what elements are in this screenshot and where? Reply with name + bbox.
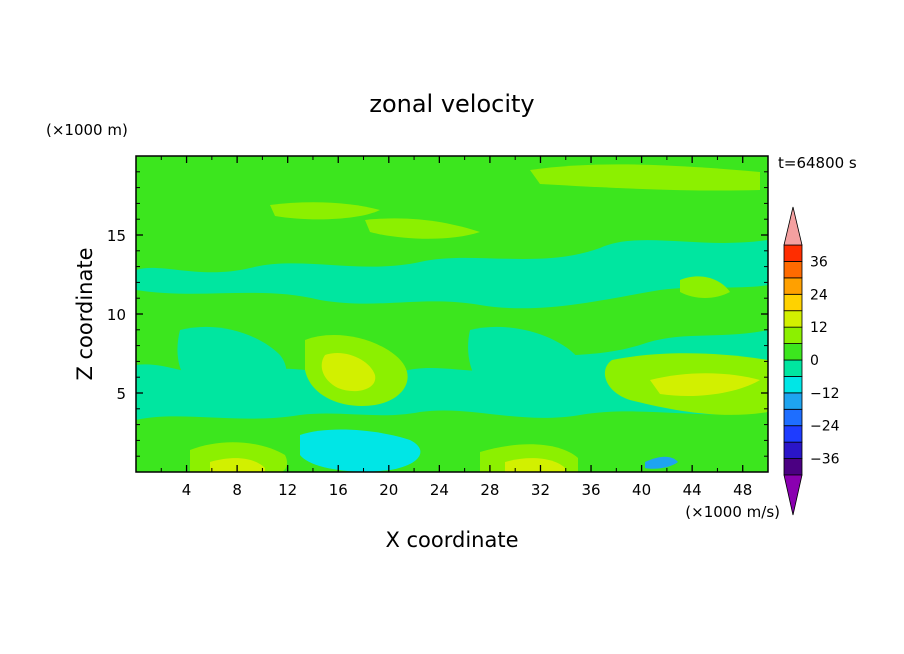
colorbar-swatch bbox=[783, 310, 803, 328]
x-tick-label: 36 bbox=[581, 481, 600, 499]
colorbar-tick-label: −24 bbox=[810, 419, 840, 435]
colorbar-swatch bbox=[783, 425, 803, 443]
time-label: t=64800 s bbox=[778, 154, 857, 172]
colorbar-swatch bbox=[783, 293, 803, 312]
colorbar-swatch bbox=[783, 326, 803, 344]
warm-streak-2 bbox=[365, 218, 480, 239]
colorbar-swatch bbox=[783, 343, 803, 361]
cyan-patch-4 bbox=[380, 266, 540, 295]
colorbar-swatch bbox=[783, 392, 803, 410]
y-tick-label: 5 bbox=[116, 385, 126, 403]
colorbar-tick-label: −36 bbox=[810, 452, 840, 468]
warm-lobe-2 bbox=[321, 352, 376, 392]
colorbar-tick-label: 0 bbox=[810, 353, 819, 369]
cyan-patch-2 bbox=[177, 326, 287, 406]
x-tick-label: 20 bbox=[379, 481, 398, 499]
colorbar: −36 −24 −12 0 12 24 36 bbox=[783, 206, 840, 516]
y-axis-ticks: 5 10 15 bbox=[107, 171, 768, 457]
colorbar-swatch bbox=[783, 376, 803, 394]
warm-lobe-4 bbox=[650, 373, 760, 397]
colorbar-swatch bbox=[783, 359, 803, 377]
x-tick-label: 48 bbox=[733, 481, 752, 499]
x-tick-label: 4 bbox=[182, 481, 192, 499]
x-tick-label: 8 bbox=[232, 481, 242, 499]
x-units-label: (×1000 m/s) bbox=[685, 503, 780, 521]
warm-streak-1 bbox=[270, 202, 380, 220]
x-tick-label: 24 bbox=[430, 481, 449, 499]
x-axis-ticks: 4 8 12 16 20 24 28 32 36 40 44 48 bbox=[160, 156, 752, 499]
colorbar-tick-label: 12 bbox=[810, 320, 828, 336]
colorbar-swatch bbox=[783, 244, 803, 262]
green-region-mid bbox=[136, 285, 768, 376]
y-tick-label: 15 bbox=[107, 227, 126, 245]
colorbar-swatch bbox=[783, 458, 803, 476]
warm-streak-3 bbox=[530, 164, 760, 191]
x-tick-label: 32 bbox=[531, 481, 550, 499]
x-tick-label: 40 bbox=[632, 481, 651, 499]
x-tick-label: 16 bbox=[329, 481, 348, 499]
colorbar-tick-label: 24 bbox=[810, 287, 828, 303]
cyan-patch-3 bbox=[468, 326, 587, 416]
cyan-patch-1 bbox=[300, 429, 421, 472]
colorbar-tick-label: −12 bbox=[810, 386, 840, 402]
green-region-bottom bbox=[136, 410, 768, 472]
y-axis-label: Z coordinate bbox=[73, 247, 97, 380]
x-tick-label: 12 bbox=[278, 481, 297, 499]
colorbar-swatch bbox=[783, 441, 803, 459]
y-tick-label: 10 bbox=[107, 306, 126, 324]
x-tick-label: 44 bbox=[683, 481, 702, 499]
x-axis-label: X coordinate bbox=[385, 528, 518, 552]
colorbar-under-arrow bbox=[783, 474, 803, 516]
warm-streak-4 bbox=[680, 276, 730, 298]
colorbar-swatch bbox=[783, 261, 803, 279]
colorbar-swatch bbox=[783, 277, 803, 295]
cool-spot bbox=[645, 456, 678, 469]
y-units-label: (×1000 m) bbox=[46, 121, 128, 139]
x-tick-label: 28 bbox=[480, 481, 499, 499]
colorbar-swatch bbox=[783, 408, 803, 427]
colorbar-over-arrow bbox=[783, 206, 803, 246]
chart-title: zonal velocity bbox=[369, 90, 534, 118]
contour-field bbox=[136, 156, 768, 472]
colorbar-tick-label: 36 bbox=[810, 254, 828, 270]
warm-spot-4 bbox=[505, 458, 565, 472]
